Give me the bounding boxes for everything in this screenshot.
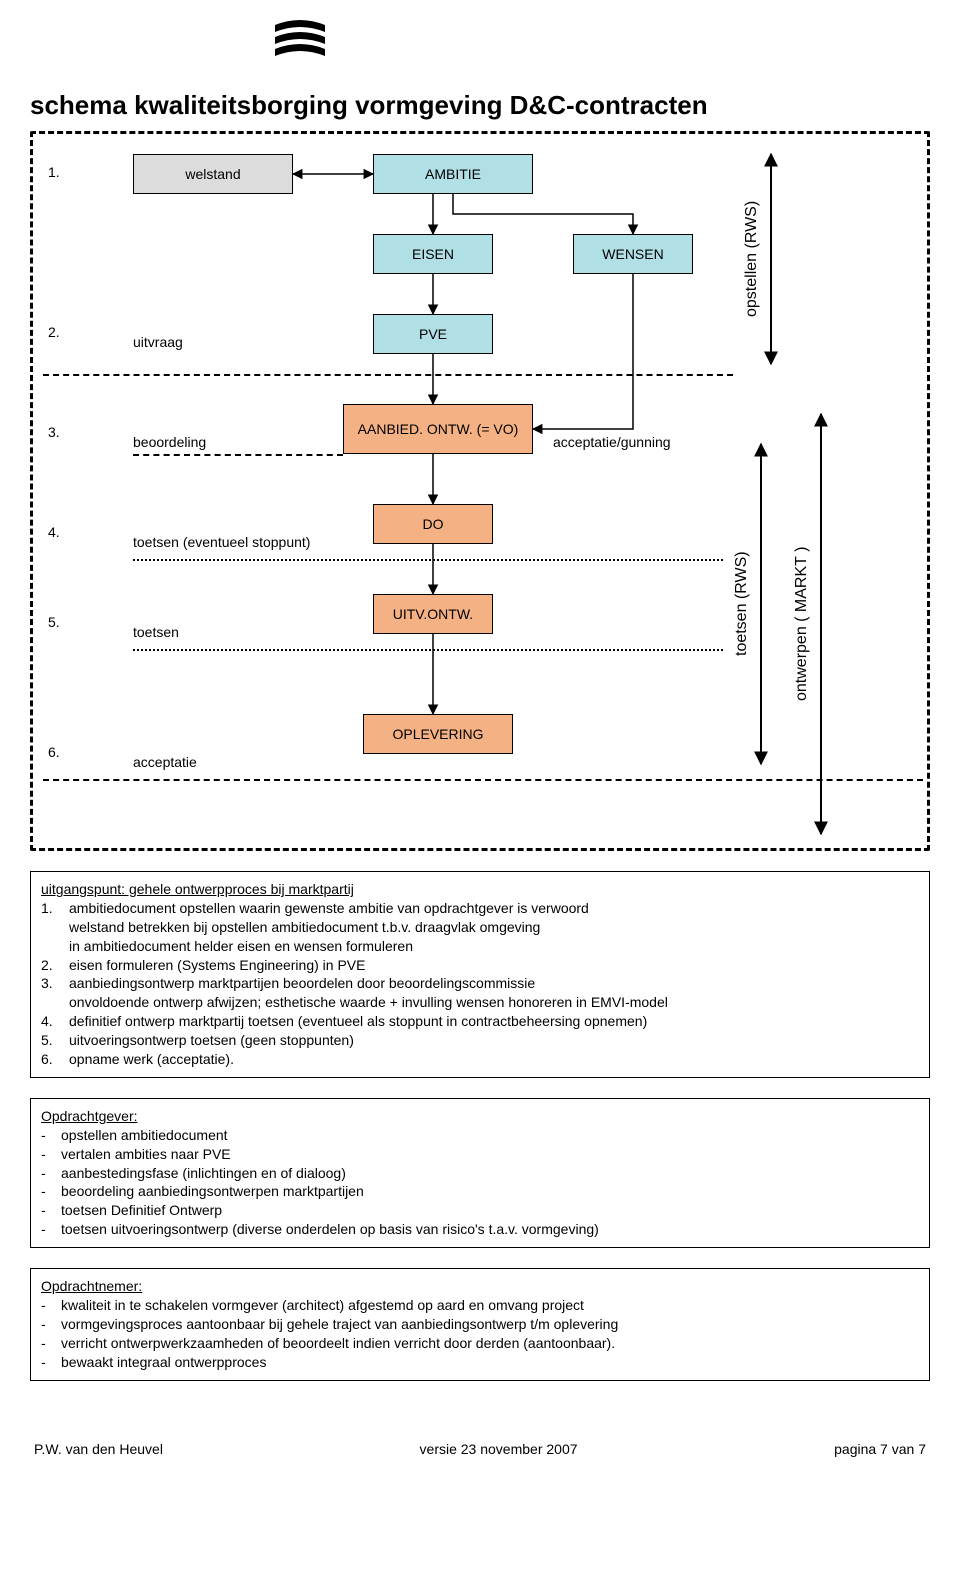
row-number: 2. bbox=[48, 324, 60, 340]
row-number: 3. bbox=[48, 424, 60, 440]
row-number: 1. bbox=[48, 164, 60, 180]
flowchart: welstand AMBITIE EISEN WENSEN PVE AANBIED. ON… bbox=[30, 131, 930, 851]
page-footer: P.W. van den Heuvel versie 23 november 2… bbox=[30, 1441, 930, 1457]
node-ambitie: AMBITIE bbox=[373, 154, 533, 194]
side-label-toetsen: toetsen (RWS) bbox=[733, 444, 751, 764]
row-number: 6. bbox=[48, 744, 60, 760]
side-label-opstellen: opstellen (RWS) bbox=[743, 154, 761, 364]
logo-icon bbox=[270, 10, 330, 70]
row-label: acceptatie bbox=[133, 754, 197, 770]
footer-right: pagina 7 van 7 bbox=[834, 1441, 926, 1457]
node-do: DO bbox=[373, 504, 493, 544]
page-title: schema kwaliteitsborging vormgeving D&C-… bbox=[30, 90, 930, 121]
block1-heading: uitgangspunt: gehele ontwerpproces bij m… bbox=[41, 880, 919, 899]
annotation-acceptatie-gunning: acceptatie/gunning bbox=[553, 434, 671, 450]
divider bbox=[43, 779, 923, 781]
block-opdrachtnemer: Opdrachtnemer: -kwaliteit in te schakele… bbox=[30, 1268, 930, 1380]
divider bbox=[133, 454, 343, 456]
block3-list: -kwaliteit in te schakelen vormgever (ar… bbox=[41, 1296, 624, 1372]
block2-heading: Opdrachtgever: bbox=[41, 1107, 919, 1126]
side-label-ontwerpen: ontwerpen ( MARKT ) bbox=[793, 414, 811, 834]
node-welstand: welstand bbox=[133, 154, 293, 194]
node-oplev: OPLEVERING bbox=[363, 714, 513, 754]
node-aanbied: AANBIED. ONTW. (= VO) bbox=[343, 404, 533, 454]
row-number: 5. bbox=[48, 614, 60, 630]
page: schema kwaliteitsborging vormgeving D&C-… bbox=[0, 0, 960, 1497]
footer-left: P.W. van den Heuvel bbox=[34, 1441, 163, 1457]
node-uitvontw: UITV.ONTW. bbox=[373, 594, 493, 634]
block-opdrachtgever: Opdrachtgever: -opstellen ambitiedocumen… bbox=[30, 1098, 930, 1248]
node-wensen: WENSEN bbox=[573, 234, 693, 274]
node-pve: PVE bbox=[373, 314, 493, 354]
row-label: uitvraag bbox=[133, 334, 183, 350]
block2-list: -opstellen ambitiedocument-vertalen ambi… bbox=[41, 1126, 605, 1239]
block1-list: 1.ambitiedocument opstellen waarin gewen… bbox=[41, 899, 674, 1069]
block-uitgangspunt: uitgangspunt: gehele ontwerpproces bij m… bbox=[30, 871, 930, 1078]
divider bbox=[133, 559, 723, 561]
block3-heading: Opdrachtnemer: bbox=[41, 1277, 919, 1296]
row-number: 4. bbox=[48, 524, 60, 540]
divider bbox=[43, 374, 733, 376]
row-label: toetsen (eventueel stoppunt) bbox=[133, 534, 310, 550]
node-eisen: EISEN bbox=[373, 234, 493, 274]
footer-center: versie 23 november 2007 bbox=[420, 1441, 578, 1457]
row-label: toetsen bbox=[133, 624, 179, 640]
row-label: beoordeling bbox=[133, 434, 206, 450]
divider bbox=[133, 649, 723, 651]
